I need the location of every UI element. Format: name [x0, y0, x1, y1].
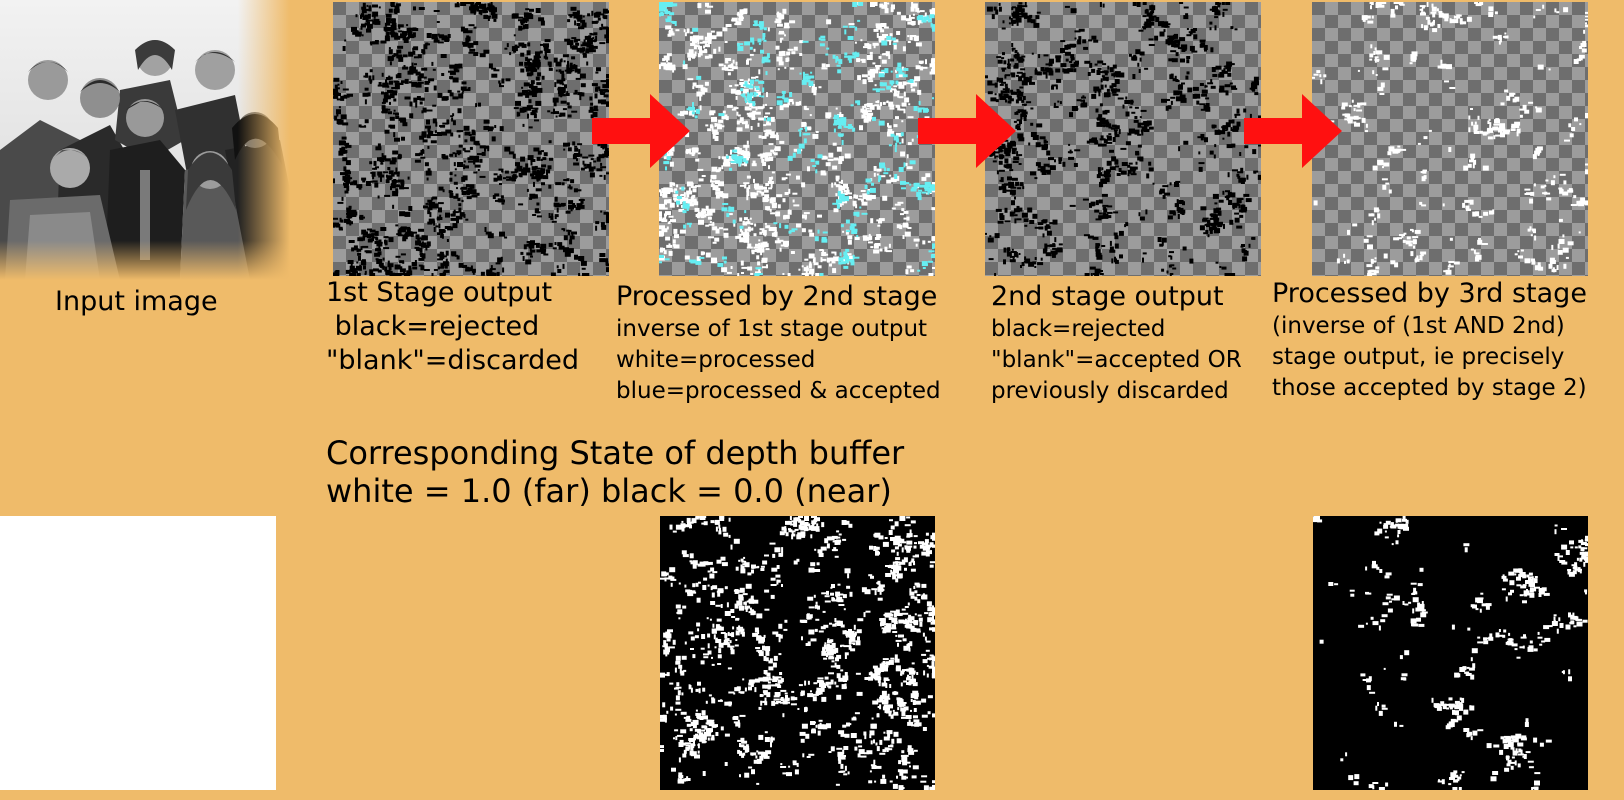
stage2-processed-canvas [659, 2, 935, 276]
stage3-processed-title: Processed by 3rd stage [1272, 278, 1587, 309]
depth-buffer-initial [0, 516, 276, 790]
stage1-caption: 1st Stage output black=rejected "blank"=… [326, 276, 579, 378]
stage2-output-caption: 2nd stage output black=rejected "blank"=… [991, 280, 1242, 407]
stage2-output-title: 2nd stage output [991, 281, 1224, 312]
stage2-output-line: previously discarded [991, 378, 1229, 404]
input-image [0, 0, 290, 280]
stage3-processed-line: those accepted by stage 2) [1272, 375, 1587, 401]
stage2-output-canvas [985, 2, 1261, 276]
stage3-processed-line: stage output, ie precisely [1272, 344, 1565, 370]
stage2-processed-caption: Processed by 2nd stage inverse of 1st st… [616, 280, 941, 407]
depth-buffer-legend: white = 1.0 (far) black = 0.0 (near) [326, 472, 892, 510]
stage2-output-line: black=rejected [991, 316, 1166, 342]
stage2-output-image [985, 2, 1261, 276]
input-image-label: Input image [55, 286, 218, 317]
arrow-stage2-to-stage3 [1244, 94, 1342, 168]
stage2-processed-line: blue=processed & accepted [616, 378, 941, 404]
stage2-processed-image [659, 2, 935, 276]
arrow-stage1-to-stage2 [592, 94, 690, 168]
depth-buffer-heading: Corresponding State of depth buffer whit… [326, 434, 904, 510]
stage3-processed-canvas [1312, 2, 1588, 276]
stage2-output-line: "blank"=accepted OR [991, 347, 1242, 373]
stage1-line: black=rejected [326, 311, 540, 342]
depth-buffer-after-stage2-canvas [1313, 516, 1588, 790]
stage2-processed-line: white=processed [616, 347, 816, 373]
stage3-processed-image [1312, 2, 1588, 276]
stage3-processed-caption: Processed by 3rd stage (inverse of (1st … [1272, 277, 1587, 404]
depth-buffer-after-stage2 [1313, 516, 1588, 790]
stage2-processed-title: Processed by 2nd stage [616, 281, 938, 312]
stage1-output-canvas [333, 2, 609, 276]
stage1-title: 1st Stage output [326, 277, 553, 308]
depth-buffer-after-stage1-canvas [660, 516, 935, 790]
arrow-stage2-to-output [918, 94, 1016, 168]
stage2-processed-line: inverse of 1st stage output [616, 316, 928, 342]
stage1-line: "blank"=discarded [326, 345, 580, 376]
stage3-processed-line: (inverse of (1st AND 2nd) [1272, 313, 1565, 339]
stage1-output-image [333, 2, 609, 276]
depth-buffer-after-stage1 [660, 516, 935, 790]
depth-buffer-title: Corresponding State of depth buffer [326, 434, 905, 472]
